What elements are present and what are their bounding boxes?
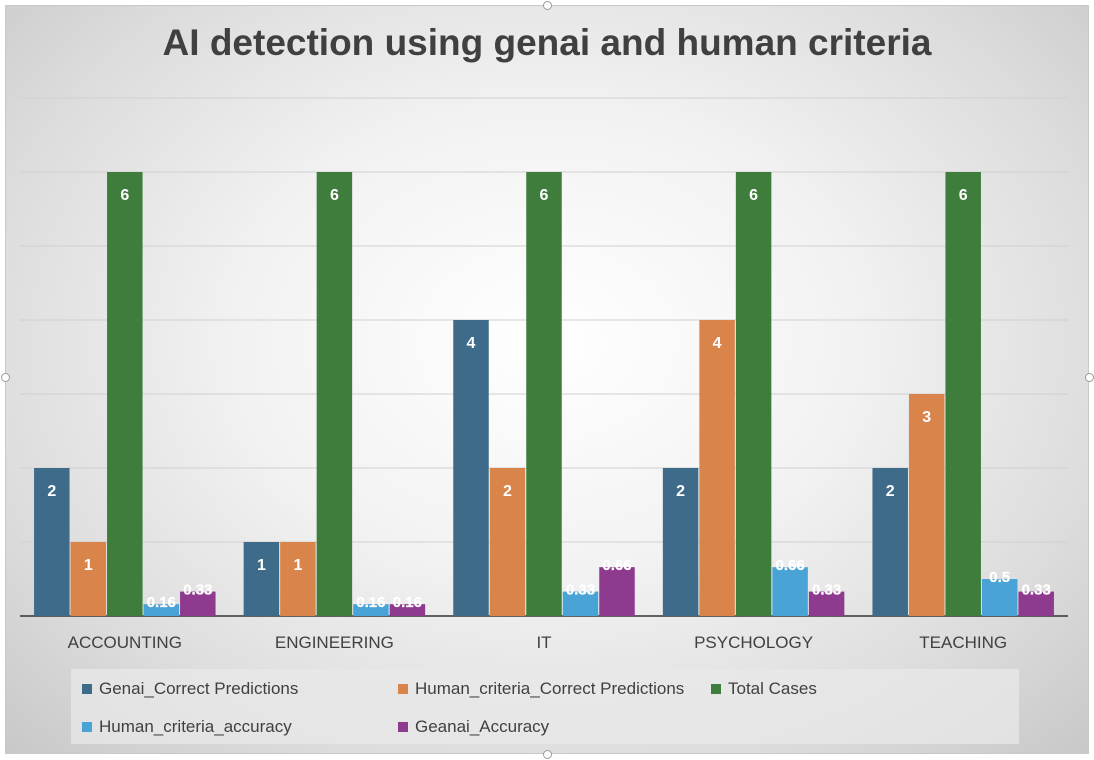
legend-item: Geanai_Accuracy <box>398 717 549 737</box>
resize-handle-top[interactable] <box>543 1 552 10</box>
data-label: 2 <box>676 483 685 500</box>
legend: Genai_Correct Predictions Human_criteria_… <box>71 669 1019 744</box>
legend-label: Total Cases <box>728 679 817 698</box>
bar <box>389 604 426 616</box>
resize-handle-bottom[interactable] <box>543 750 552 759</box>
data-label: 2 <box>503 483 512 500</box>
bar <box>280 542 316 616</box>
data-label: 6 <box>959 187 968 204</box>
bar <box>872 468 908 616</box>
data-label: 1 <box>257 557 266 574</box>
bar <box>180 591 216 616</box>
x-tick-label: TEACHING <box>919 633 1007 652</box>
bar <box>908 394 945 616</box>
data-label: 4 <box>467 335 476 352</box>
bar <box>489 468 526 616</box>
data-label: 6 <box>330 187 339 204</box>
bar <box>107 172 143 616</box>
bar <box>526 172 562 616</box>
data-label: 0.33 <box>566 582 595 599</box>
data-label: 0.16 <box>356 594 385 611</box>
bar <box>243 542 280 616</box>
legend-label: Geanai_Accuracy <box>415 717 550 736</box>
bar <box>772 567 808 616</box>
data-label: 0.66 <box>602 557 631 574</box>
data-label: 0.33 <box>812 582 841 599</box>
bar <box>353 604 389 616</box>
legend-item: Human_criteria_Correct Predictions <box>398 679 684 699</box>
data-label: 3 <box>922 409 931 426</box>
x-tick-label: ENGINEERING <box>275 633 394 652</box>
bar <box>662 468 699 616</box>
legend-item: Human_criteria_accuracy <box>82 717 292 737</box>
data-label: 1 <box>293 557 302 574</box>
data-label: 0.33 <box>1022 582 1051 599</box>
data-label: 6 <box>120 187 129 204</box>
data-label: 0.5 <box>989 569 1010 586</box>
data-label: 6 <box>749 187 758 204</box>
bar <box>981 579 1018 616</box>
bar <box>34 468 70 616</box>
legend-label: Human_criteria_accuracy <box>99 717 292 736</box>
data-label: 6 <box>540 187 549 204</box>
legend-swatch <box>711 684 721 694</box>
bar <box>1018 591 1054 616</box>
x-tick-label: ACCOUNTING <box>68 633 182 652</box>
x-tick-label: PSYCHOLOGY <box>694 633 813 652</box>
legend-swatch <box>398 722 408 732</box>
legend-swatch <box>398 684 408 694</box>
bar <box>599 567 635 616</box>
bar <box>562 591 599 616</box>
bar <box>143 604 180 616</box>
data-label: 4 <box>713 335 722 352</box>
bar <box>945 172 981 616</box>
data-label: 1 <box>84 557 93 574</box>
bar <box>735 172 772 616</box>
data-label: 0.33 <box>183 582 212 599</box>
legend-label: Genai_Correct Predictions <box>99 679 299 698</box>
bar <box>70 542 107 616</box>
data-label: 0.16 <box>147 594 176 611</box>
legend-swatch <box>82 722 92 732</box>
data-label: 0.16 <box>393 594 422 611</box>
resize-handle-left[interactable] <box>1 373 10 382</box>
bar <box>316 172 353 616</box>
bar <box>453 320 489 616</box>
legend-item: Total Cases <box>711 679 817 699</box>
x-tick-label: IT <box>536 633 551 652</box>
legend-label: Human_criteria_Correct Predictions <box>415 679 685 698</box>
bar <box>699 320 735 616</box>
data-label: 2 <box>47 483 56 500</box>
data-label: 2 <box>886 483 895 500</box>
chart-title: AI detection using genai and human crite… <box>162 22 932 63</box>
legend-swatch <box>82 684 92 694</box>
bar <box>808 591 845 616</box>
legend-item: Genai_Correct Predictions <box>82 679 298 699</box>
data-label: 0.66 <box>775 557 804 574</box>
